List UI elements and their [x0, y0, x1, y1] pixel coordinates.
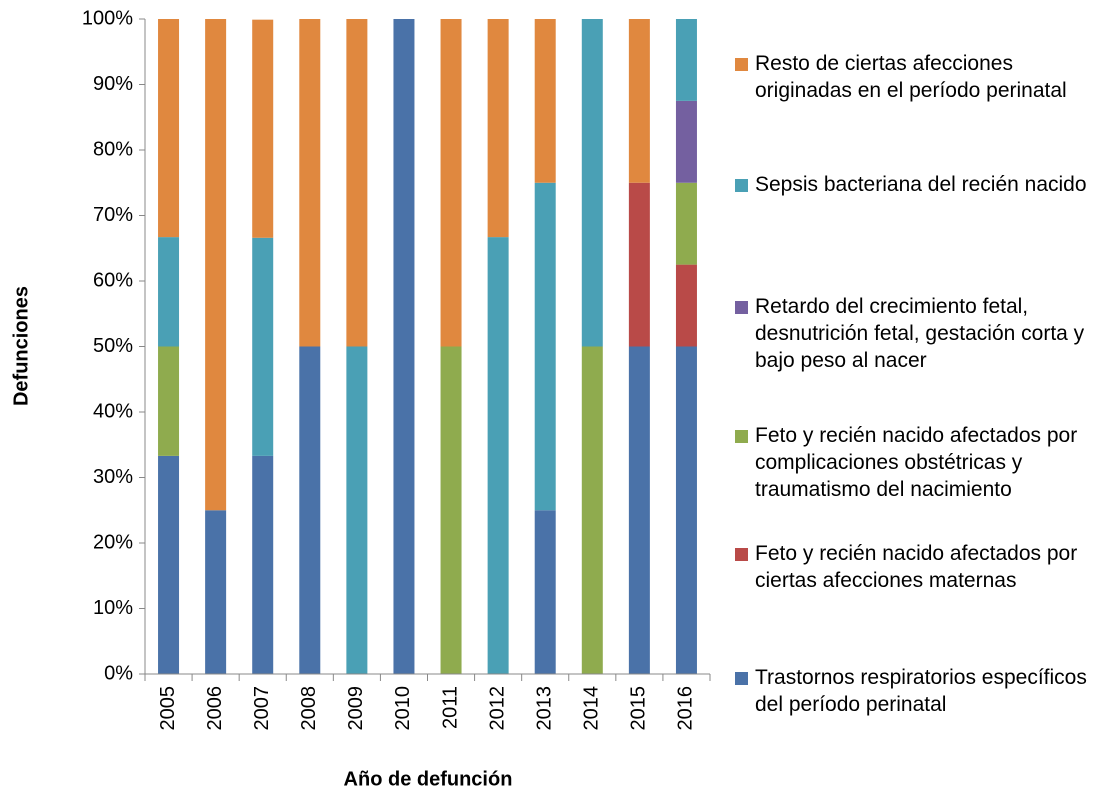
- bar-segment: [534, 510, 556, 674]
- bar-segment: [252, 237, 274, 456]
- y-tick-label: 70%: [93, 204, 133, 226]
- legend-entry: Resto de ciertas afecciones originadas e…: [735, 50, 1105, 104]
- y-axis-title: Defunciones: [10, 286, 32, 406]
- legend-swatch: [735, 58, 748, 71]
- y-tick-label: 40%: [93, 400, 133, 422]
- y-tick-label: 20%: [93, 531, 133, 553]
- bar-segment: [158, 455, 180, 674]
- x-tick-label: 2015: [628, 686, 650, 731]
- legend-entry: Feto y recién nacido afectados por compl…: [735, 422, 1105, 503]
- bar-segment: [581, 19, 603, 347]
- bar-segment: [440, 19, 462, 347]
- x-tick-label: 2013: [533, 686, 555, 731]
- y-tick-label: 50%: [93, 335, 133, 357]
- legend-entry: Trastornos respiratorios específicos del…: [735, 664, 1105, 718]
- x-tick-label: 2016: [675, 686, 697, 731]
- bar-segment: [393, 19, 415, 674]
- x-tick-label: 2010: [392, 686, 414, 731]
- bar-segment: [346, 19, 368, 347]
- bar-segment: [158, 346, 180, 456]
- legend-label: Retardo del crecimiento fetal, desnutric…: [755, 295, 1085, 372]
- bar-segment: [534, 182, 556, 511]
- y-tick-label: 0%: [104, 662, 133, 684]
- x-tick-label: 2005: [157, 686, 179, 731]
- bar-segment: [487, 237, 509, 675]
- legend-label: Resto de ciertas afecciones originadas e…: [755, 52, 1067, 102]
- legend-entry: Feto y recién nacido afectados por ciert…: [735, 540, 1105, 594]
- bar-segment: [252, 455, 274, 674]
- y-tick-label: 80%: [93, 138, 133, 160]
- bar-segment: [675, 100, 697, 183]
- bar-segment: [581, 346, 603, 674]
- legend-swatch: [735, 672, 748, 685]
- bar-segment: [346, 346, 368, 674]
- legend-swatch: [735, 179, 748, 192]
- x-tick-label: 2006: [204, 686, 226, 731]
- legend-entry: Retardo del crecimiento fetal, desnutric…: [735, 293, 1105, 374]
- legend-swatch: [735, 301, 748, 314]
- bar-segment: [487, 19, 509, 238]
- y-tick-label: 60%: [93, 269, 133, 291]
- y-tick-label: 90%: [93, 73, 133, 95]
- legend-entry: Sepsis bacteriana del recién nacido: [735, 171, 1105, 198]
- legend-swatch: [735, 430, 748, 443]
- x-tick-label: 2009: [345, 686, 367, 731]
- bar-segment: [534, 19, 556, 183]
- bar-segment: [675, 19, 697, 101]
- bar-segment: [158, 19, 180, 238]
- bar-segment: [158, 237, 180, 347]
- bar-segment: [675, 182, 697, 265]
- bar-segment: [628, 182, 650, 347]
- legend-label: Feto y recién nacido afectados por compl…: [755, 424, 1078, 501]
- legend-label: Sepsis bacteriana del recién nacido: [755, 173, 1087, 196]
- bar-segment: [299, 19, 321, 347]
- bar-segment: [675, 264, 697, 347]
- bar-segment: [675, 346, 697, 674]
- bar-segment: [205, 510, 227, 674]
- bar-segment: [252, 19, 274, 238]
- legend-swatch: [735, 548, 748, 561]
- bar-segment: [440, 346, 462, 674]
- y-tick-label: 100%: [82, 7, 133, 29]
- legend-label: Trastornos respiratorios específicos del…: [755, 666, 1087, 716]
- bar-segment: [299, 346, 321, 674]
- bar-segment: [628, 19, 650, 183]
- legend-label: Feto y recién nacido afectados por ciert…: [755, 542, 1078, 592]
- x-tick-label: 2014: [581, 686, 603, 731]
- y-tick-label: 30%: [93, 466, 133, 488]
- x-tick-label: 2008: [298, 686, 320, 731]
- bar-segment: [628, 346, 650, 674]
- bar-segment: [205, 19, 227, 511]
- x-axis-title: Año de defunción: [344, 768, 513, 790]
- y-tick-label: 10%: [93, 597, 133, 619]
- x-tick-label: 2012: [486, 686, 508, 731]
- x-tick-label: 2007: [251, 686, 273, 731]
- x-tick-label: 2011: [439, 686, 461, 729]
